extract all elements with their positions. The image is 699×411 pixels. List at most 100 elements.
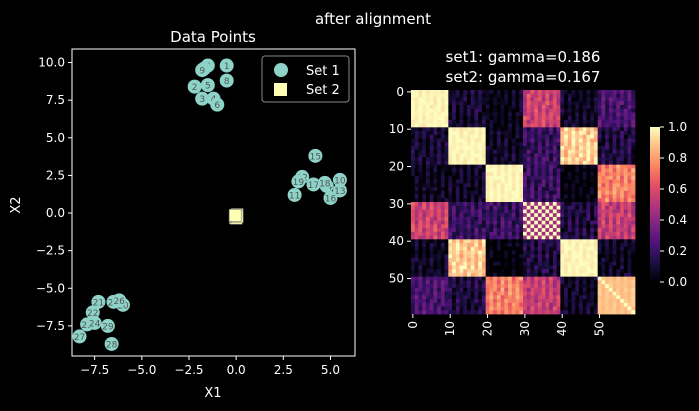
heatmap-cell <box>452 295 457 300</box>
heatmap-cell <box>601 138 606 143</box>
heatmap-cell <box>478 306 483 311</box>
heatmap-cell <box>627 280 632 285</box>
set1-point-label: 15 <box>310 152 321 162</box>
heatmap-cell <box>433 179 438 184</box>
heatmap-cell <box>579 168 584 173</box>
heatmap-cell <box>459 231 464 236</box>
heatmap-cell <box>552 187 557 192</box>
heatmap-cell <box>474 90 479 95</box>
heatmap-cell <box>508 228 513 233</box>
heatmap-cell <box>455 269 460 274</box>
heatmap-cell <box>414 179 419 184</box>
heatmap-cell <box>467 168 472 173</box>
heatmap-cell <box>481 291 487 296</box>
heatmap-cell <box>485 246 490 251</box>
heatmap-cell <box>437 116 442 121</box>
heatmap-cell <box>437 272 442 278</box>
heatmap-cell <box>575 254 580 259</box>
heatmap-cell <box>493 157 498 162</box>
heatmap-cell <box>616 272 621 278</box>
heatmap-cell <box>422 205 427 210</box>
heatmap-cell <box>455 97 460 102</box>
heatmap-cell <box>526 131 531 136</box>
heatmap-cell <box>504 272 509 278</box>
heatmap-cell <box>623 220 628 225</box>
y-tick-label: −2.5 <box>36 244 65 258</box>
heatmap-cell <box>530 93 535 98</box>
heatmap-cell <box>601 299 606 304</box>
heatmap-cell <box>433 164 438 169</box>
heatmap-cell <box>481 209 487 214</box>
heatmap-cell <box>612 198 617 203</box>
heatmap-cell <box>571 291 576 296</box>
heatmap-cell <box>470 272 475 278</box>
heatmap-cell <box>608 261 613 266</box>
heatmap-cell <box>526 205 531 210</box>
heatmap-cell <box>418 149 423 154</box>
heatmap-cell <box>627 175 632 180</box>
heatmap-cell <box>541 134 546 139</box>
heatmap-cell <box>452 187 457 192</box>
heatmap-cell <box>549 198 554 203</box>
heatmap-cell <box>523 127 528 132</box>
heatmap-cell <box>440 153 445 158</box>
heatmap-cell <box>459 202 464 207</box>
heatmap-cell <box>526 220 531 225</box>
heatmap-cell <box>523 254 528 259</box>
heatmap-cell <box>590 164 595 169</box>
heatmap-cell <box>526 104 531 110</box>
heatmap-cell <box>556 246 561 251</box>
heatmap-cell <box>493 183 498 188</box>
heatmap-cell <box>455 108 460 113</box>
heatmap-cell <box>616 216 621 222</box>
heatmap-cell <box>552 179 557 184</box>
heatmap-cell <box>489 168 494 173</box>
heatmap-cell <box>597 213 602 218</box>
heatmap-cell <box>433 187 438 192</box>
heatmap-cell <box>631 168 636 173</box>
heatmap-cell <box>485 142 490 147</box>
heatmap-cell <box>418 138 423 143</box>
heatmap-cell <box>616 112 621 117</box>
heatmap-cell <box>560 157 565 162</box>
heatmap-cell <box>605 299 610 304</box>
heatmap-cell <box>500 202 505 207</box>
heatmap-cell <box>631 216 636 222</box>
heatmap-cell <box>504 198 509 203</box>
heatmap-cell <box>597 187 602 192</box>
heatmap-cell <box>519 209 524 214</box>
heatmap-cell <box>433 168 438 173</box>
heatmap-cell <box>601 310 606 315</box>
heatmap-cell <box>429 306 434 311</box>
heatmap-cell <box>549 280 554 285</box>
heatmap-cell <box>627 258 632 263</box>
heatmap-cell <box>448 131 453 136</box>
heatmap-cell <box>564 272 569 278</box>
heatmap-cell <box>549 231 554 236</box>
heatmap-cell <box>612 291 617 296</box>
heatmap-cell <box>440 228 445 233</box>
heatmap-cell <box>631 104 636 110</box>
heatmap-cell <box>556 272 561 278</box>
heatmap-cell <box>489 101 494 106</box>
heatmap-cell <box>534 272 539 278</box>
heatmap-cell <box>605 134 610 139</box>
heatmap-cell <box>605 302 610 307</box>
heatmap-cell <box>530 123 535 128</box>
heatmap-cell <box>425 205 431 210</box>
heatmap-cell <box>508 246 513 251</box>
heatmap-cell <box>455 112 460 117</box>
heatmap-cell <box>556 276 561 281</box>
heatmap-cell <box>485 127 490 132</box>
heatmap-cell <box>500 146 505 151</box>
heatmap-cell <box>478 175 483 180</box>
heatmap-cell <box>534 138 539 143</box>
heatmap-cell <box>597 134 602 139</box>
heatmap-cell <box>612 280 617 285</box>
heatmap-cell <box>414 134 419 139</box>
heatmap-cell <box>593 108 599 113</box>
heatmap-cell <box>508 97 513 102</box>
heatmap-cell <box>616 149 621 154</box>
heatmap-cell <box>519 160 524 166</box>
